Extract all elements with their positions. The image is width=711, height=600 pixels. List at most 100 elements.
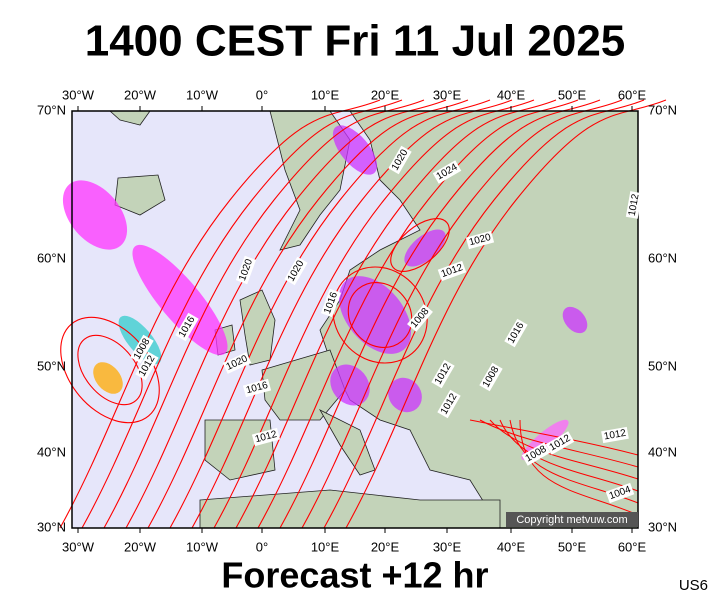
isobar — [519, 419, 639, 516]
latitude-label: 50°N — [37, 358, 66, 373]
precipitation — [332, 125, 378, 175]
isobar — [390, 218, 450, 272]
longitude-label: 30°E — [433, 87, 462, 102]
precipitation — [404, 229, 446, 267]
isobar-label-box: 1012 — [251, 427, 281, 447]
isobar-label-bg — [222, 352, 252, 374]
isobar — [347, 282, 413, 348]
latitude-label: 60°N — [37, 250, 66, 265]
isobar — [301, 99, 623, 529]
isobar — [489, 419, 639, 480]
isobar — [103, 99, 425, 529]
longitude-label: 10°W — [186, 539, 219, 554]
isobar-label-bg — [521, 442, 551, 466]
longitude-label: 10°E — [311, 539, 340, 554]
copyright: Copyright metvuw.com — [516, 514, 627, 526]
latitude-label: 70°N — [37, 102, 66, 117]
isobar-label-bg — [407, 304, 433, 332]
isobar — [279, 99, 601, 529]
latitude-label: 40°N — [37, 444, 66, 459]
isobar-label-box: 1012 — [601, 426, 629, 444]
longitude-label: 20°W — [124, 539, 157, 554]
isobar-label: 1012 — [603, 428, 627, 443]
precipitation — [562, 306, 588, 334]
precipitation — [93, 362, 123, 394]
isobar — [77, 334, 143, 406]
map-frame — [71, 110, 639, 529]
longitude-label: 20°E — [371, 539, 400, 554]
precipitation — [330, 364, 370, 406]
isobar — [59, 99, 381, 529]
longitude-label: 50°E — [558, 87, 587, 102]
isobar — [191, 99, 513, 529]
isobar-label-bg — [601, 426, 629, 444]
isobar-label-bg — [437, 389, 461, 419]
latitude-label: 30°N — [648, 519, 677, 534]
isobar-label-bg — [432, 160, 462, 184]
longitude-label: 30°W — [62, 539, 95, 554]
longitude-label: 20°W — [124, 87, 157, 102]
isobar-label-bg — [465, 230, 495, 250]
longitude-label: 60°E — [618, 87, 647, 102]
isobar-label-bg — [545, 431, 575, 455]
isobar-label-bg — [135, 351, 159, 381]
isobar — [332, 266, 428, 364]
precipitation — [62, 180, 128, 250]
copyright-bg — [506, 512, 638, 527]
model-label: US6 — [679, 577, 708, 594]
latitude-label: 70°N — [648, 102, 677, 117]
precipitation — [132, 244, 228, 356]
longitude-label: 10°E — [311, 87, 340, 102]
isobar-label-bg — [175, 312, 199, 342]
isobar-label-bg — [504, 318, 528, 348]
land — [318, 409, 376, 476]
longitude-label: 40°E — [497, 87, 526, 102]
longitude-label: 40°E — [497, 539, 526, 554]
isobar-label-bg — [235, 255, 257, 285]
isobar-label-bg — [284, 256, 308, 286]
isobar — [235, 99, 557, 529]
isobar-label-bg — [251, 427, 281, 447]
longitude-label: 0° — [256, 87, 268, 102]
isobar — [469, 419, 639, 456]
isobar — [345, 99, 667, 529]
latitude-label: 30°N — [37, 519, 66, 534]
latitude-label: 40°N — [648, 444, 677, 459]
longitude-label: 10°W — [186, 87, 219, 102]
isobar-label-bg — [437, 260, 467, 282]
longitude-label: 0° — [256, 539, 268, 554]
isobar — [147, 99, 469, 529]
latitude-label: 60°N — [648, 250, 677, 265]
isobar-label-bg — [242, 378, 272, 398]
isobar — [81, 99, 403, 529]
land — [114, 174, 166, 216]
title: 1400 CEST Fri 11 Jul 2025 — [85, 17, 626, 66]
isobar-label-bg — [479, 362, 503, 392]
isobar — [257, 99, 579, 529]
isobar — [323, 99, 645, 529]
isobar-label: 1012 — [627, 193, 642, 217]
longitude-label: 50°E — [558, 539, 587, 554]
longitude-label: 30°W — [62, 87, 95, 102]
isobar-label-bg — [388, 145, 412, 175]
isobar-label-bg — [320, 288, 342, 318]
longitude-label: 60°E — [618, 539, 647, 554]
precipitation — [388, 377, 422, 413]
isobar-label-box: 1016 — [242, 378, 272, 398]
isobar-label-bg — [625, 191, 643, 219]
longitude-label: 30°E — [433, 539, 462, 554]
forecast-label: Forecast +12 hr — [221, 555, 488, 596]
isobar-label-box: 1012 — [625, 191, 643, 219]
longitude-label: 20°E — [371, 87, 400, 102]
isobar — [499, 419, 639, 492]
isobar — [125, 99, 447, 529]
isobar — [169, 99, 491, 529]
isobar-label-bg — [605, 482, 635, 504]
latitude-label: 50°N — [648, 358, 677, 373]
isobar-label-box: 1020 — [465, 230, 495, 250]
isobar-label-bg — [431, 359, 455, 389]
precipitation — [118, 315, 162, 365]
isobar-label-bg — [130, 334, 154, 364]
